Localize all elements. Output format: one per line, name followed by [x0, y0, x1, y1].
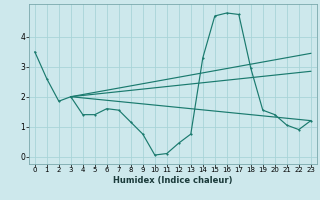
X-axis label: Humidex (Indice chaleur): Humidex (Indice chaleur)	[113, 176, 233, 185]
